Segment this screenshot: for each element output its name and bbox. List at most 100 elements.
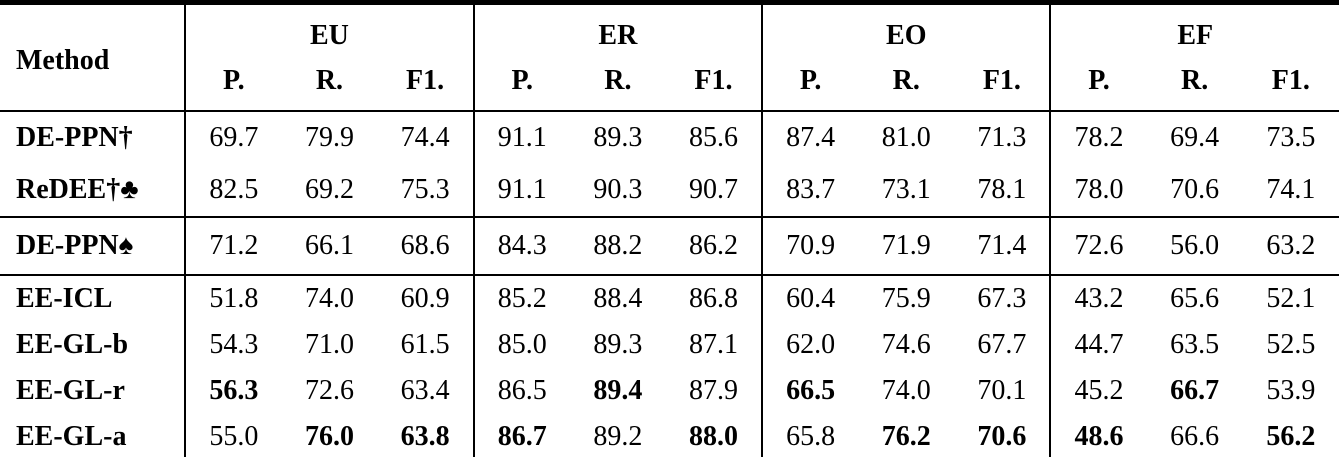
metric-cell: 48.6 bbox=[1049, 414, 1147, 457]
metric-cell: 74.0 bbox=[881, 375, 931, 406]
metric-cell: 72.6 bbox=[1049, 217, 1147, 275]
metric-cell: 65.8 bbox=[761, 414, 859, 457]
metric-cell: 85.0 bbox=[472, 322, 570, 368]
column-header-method: Method bbox=[0, 2, 187, 111]
subheader-eo-p: P. bbox=[761, 60, 859, 111]
table-row: EE-GL-b 54.3 71.0 61.5 85.0 89.3 87.1 62.0 74.6 6… bbox=[0, 322, 1339, 368]
row-block-1: DE-PPN♠ 71.2 66.1 68.6 84.3 88.2 86.2 70.9 71.9 7… bbox=[0, 217, 1339, 275]
group-header-er: ER bbox=[472, 2, 763, 60]
subheader-ef-r: R. bbox=[1181, 65, 1209, 96]
subheader-eo-r: R. bbox=[892, 65, 920, 96]
metric-cell: 67.3 bbox=[977, 283, 1027, 314]
metric-cell: 70.6 bbox=[1170, 174, 1220, 205]
metric-cell: 84.3 bbox=[472, 217, 570, 275]
metric-cell: 74.0 bbox=[304, 283, 354, 314]
metric-cell: 79.9 bbox=[304, 122, 354, 153]
metric-cell: 69.4 bbox=[1170, 122, 1220, 153]
subheader-er-r: R. bbox=[604, 65, 632, 96]
metric-cell: 69.7 bbox=[184, 111, 282, 164]
metric-cell: 86.8 bbox=[688, 283, 738, 314]
metric-cell: 54.3 bbox=[184, 322, 282, 368]
metric-cell: 67.7 bbox=[977, 329, 1027, 360]
subheader-er-f1: F1. bbox=[694, 65, 733, 96]
row-block-2: EE-ICL 51.8 74.0 60.9 85.2 88.4 86.8 60.4 75.9 67… bbox=[0, 275, 1339, 457]
table-row: EE-GL-a 55.0 76.0 63.8 86.7 89.2 88.0 65.8 76.2 7… bbox=[0, 414, 1339, 457]
subheader-eo-f1: F1. bbox=[982, 65, 1021, 96]
metric-cell: 69.2 bbox=[304, 174, 354, 205]
metric-cell: 63.5 bbox=[1170, 329, 1220, 360]
table-row: DE-PPN† 69.7 79.9 74.4 91.1 89.3 85.6 87.4 81.0 7… bbox=[0, 111, 1339, 164]
metric-cell: 66.6 bbox=[1170, 421, 1220, 452]
metric-cell: 61.5 bbox=[400, 329, 450, 360]
metric-cell: 65.6 bbox=[1170, 283, 1220, 314]
metric-cell: 71.3 bbox=[977, 122, 1027, 153]
metric-cell: 74.4 bbox=[400, 122, 450, 153]
metric-cell: 51.8 bbox=[184, 275, 282, 322]
metric-cell: 88.4 bbox=[593, 283, 643, 314]
method-cell: EE-GL-b bbox=[0, 322, 187, 368]
metric-cell: 91.1 bbox=[472, 164, 570, 217]
metric-cell: 70.9 bbox=[761, 217, 859, 275]
metric-cell: 87.4 bbox=[761, 111, 859, 164]
table-header: Method EU ER EO EF P. R. F1. P. R. F1. P… bbox=[0, 2, 1339, 111]
metric-cell: 82.5 bbox=[184, 164, 282, 217]
metric-cell: 70.6 bbox=[977, 421, 1027, 452]
metric-cell: 74.6 bbox=[881, 329, 931, 360]
subheader-eu-p: P. bbox=[184, 60, 282, 111]
row-block-0: DE-PPN† 69.7 79.9 74.4 91.1 89.3 85.6 87.4 81.0 7… bbox=[0, 111, 1339, 217]
metric-cell: 74.1 bbox=[1266, 174, 1316, 205]
metric-cell: 76.2 bbox=[881, 421, 931, 452]
sub-header-row: P. R. F1. P. R. F1. P. R. F1. P. R. F1. bbox=[0, 60, 1339, 111]
metric-cell: 60.9 bbox=[400, 283, 450, 314]
metric-cell: 78.0 bbox=[1049, 164, 1147, 217]
table-row: ReDEE†♣ 82.5 69.2 75.3 91.1 90.3 90.7 83.7 73.1 7… bbox=[0, 164, 1339, 217]
method-cell: EE-ICL bbox=[0, 275, 187, 322]
metric-cell: 53.9 bbox=[1266, 375, 1316, 406]
metric-cell: 89.2 bbox=[593, 421, 643, 452]
subheader-eu-f1: F1. bbox=[406, 65, 445, 96]
group-header-eo: EO bbox=[761, 2, 1051, 60]
metric-cell: 87.1 bbox=[688, 329, 738, 360]
subheader-ef-p: P. bbox=[1049, 60, 1147, 111]
metric-cell: 78.2 bbox=[1049, 111, 1147, 164]
metric-cell: 71.9 bbox=[881, 230, 931, 261]
metric-cell: 62.0 bbox=[761, 322, 859, 368]
metric-cell: 89.3 bbox=[593, 329, 643, 360]
metric-cell: 56.0 bbox=[1170, 230, 1220, 261]
method-cell: EE-GL-r bbox=[0, 368, 187, 414]
metric-cell: 86.5 bbox=[472, 368, 570, 414]
metric-cell: 85.2 bbox=[472, 275, 570, 322]
group-header-eu: EU bbox=[184, 2, 474, 60]
metric-cell: 88.0 bbox=[688, 421, 738, 452]
metric-cell: 78.1 bbox=[977, 174, 1027, 205]
metric-cell: 91.1 bbox=[472, 111, 570, 164]
metric-cell: 85.6 bbox=[688, 122, 738, 153]
metric-cell: 70.1 bbox=[977, 375, 1027, 406]
metric-cell: 81.0 bbox=[881, 122, 931, 153]
metric-cell: 90.3 bbox=[593, 174, 643, 205]
metric-cell: 52.5 bbox=[1266, 329, 1316, 360]
metric-cell: 63.2 bbox=[1266, 230, 1316, 261]
metric-cell: 71.4 bbox=[977, 230, 1027, 261]
table-row: EE-ICL 51.8 74.0 60.9 85.2 88.4 86.8 60.4 75.9 67… bbox=[0, 275, 1339, 322]
subheader-eu-r: R. bbox=[315, 65, 344, 96]
metric-cell: 63.4 bbox=[400, 375, 450, 406]
metric-cell: 66.1 bbox=[304, 230, 354, 261]
metric-cell: 72.6 bbox=[304, 375, 354, 406]
metric-cell: 76.0 bbox=[304, 421, 354, 452]
metric-cell: 86.2 bbox=[688, 230, 738, 261]
metric-cell: 73.5 bbox=[1266, 122, 1316, 153]
metric-cell: 45.2 bbox=[1049, 368, 1147, 414]
metric-cell: 87.9 bbox=[688, 375, 738, 406]
method-cell: DE-PPN† bbox=[0, 111, 187, 164]
method-cell: ReDEE†♣ bbox=[0, 164, 187, 217]
metric-cell: 83.7 bbox=[761, 164, 859, 217]
metric-cell: 66.5 bbox=[761, 368, 859, 414]
metric-cell: 73.1 bbox=[881, 174, 931, 205]
metric-cell: 89.4 bbox=[593, 375, 643, 406]
metric-cell: 52.1 bbox=[1266, 283, 1316, 314]
metric-cell: 56.3 bbox=[184, 368, 282, 414]
subheader-er-p: P. bbox=[472, 60, 570, 111]
